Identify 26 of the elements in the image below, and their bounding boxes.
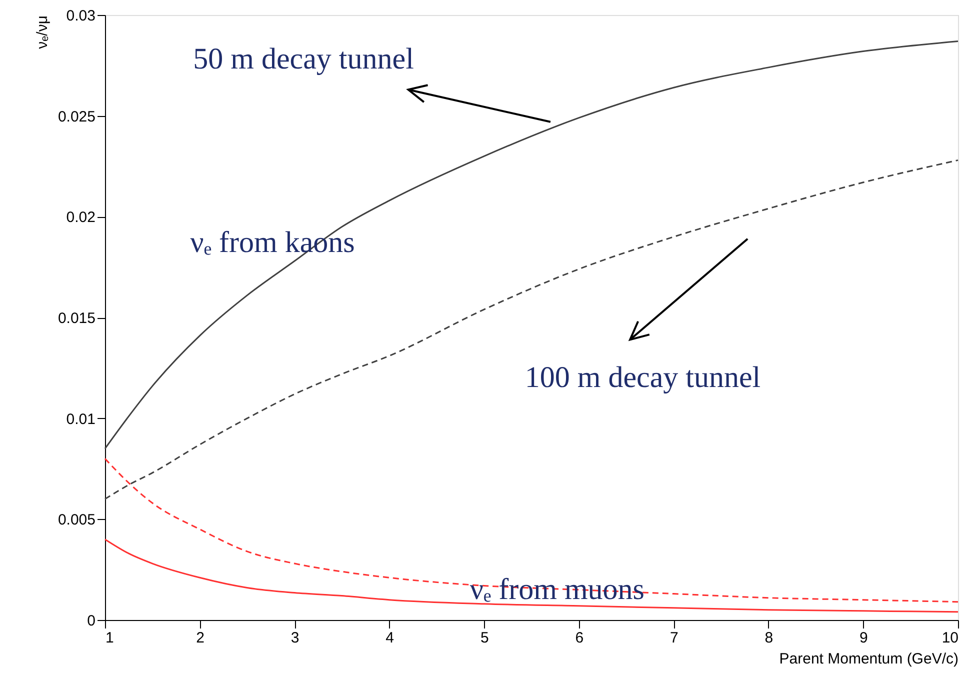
- annotation: 50 m decay tunnel: [193, 42, 414, 76]
- line-series: [104, 40, 959, 450]
- y-tick-label: 0: [87, 612, 96, 630]
- x-tick-label: 3: [290, 630, 300, 646]
- x-tick-label: 7: [670, 630, 678, 646]
- y-axis-title: νₑ/νμ: [34, 16, 51, 49]
- annotation: 100 m decay tunnel: [524, 361, 761, 394]
- x-tick-label: 6: [575, 630, 584, 646]
- x-tick-label: 1: [106, 630, 114, 646]
- line-series: [104, 458, 959, 603]
- y-tick-label: 0.01: [66, 410, 96, 428]
- y-tick-label: 0.03: [66, 8, 96, 24]
- line-series: [104, 159, 959, 500]
- x-tick-label: 4: [386, 630, 394, 646]
- line-series: [104, 538, 959, 613]
- annotation: νₑ from muons: [470, 572, 644, 606]
- x-tick-label: 9: [860, 630, 868, 646]
- x-tick-label: 5: [480, 630, 489, 646]
- y-tick-label: 0.02: [66, 209, 96, 226]
- x-tick-label: 8: [764, 630, 774, 646]
- y-tick-label: 0.015: [58, 310, 96, 327]
- x-tick-label: 10: [942, 630, 958, 646]
- y-tick-label: 0.025: [58, 108, 96, 126]
- x-tick-label: 2: [196, 630, 204, 646]
- x-axis-title: Parent Momentum (GeV/c): [779, 650, 958, 668]
- y-tick-label: 0.005: [58, 512, 96, 529]
